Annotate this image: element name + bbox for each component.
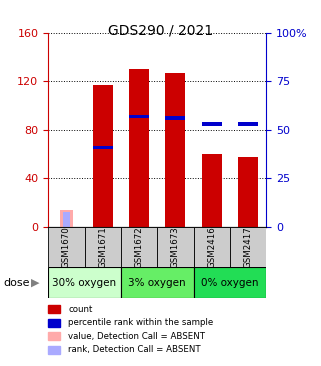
Bar (166, 116, 186, 120)
Text: GSM2417: GSM2417 (244, 226, 253, 268)
Text: 30% oxygen: 30% oxygen (52, 278, 117, 288)
Bar (202, 122, 222, 126)
Bar (129, 115, 149, 118)
Bar (238, 157, 258, 227)
Bar (238, 122, 258, 126)
Text: value, Detection Call = ABSENT: value, Detection Call = ABSENT (68, 332, 205, 341)
Text: 3% oxygen: 3% oxygen (128, 278, 186, 288)
Text: 0% oxygen: 0% oxygen (201, 278, 259, 288)
Text: GSM1673: GSM1673 (171, 226, 180, 268)
Bar (48, 267, 121, 298)
Bar (63, 212, 70, 227)
Text: GSM1672: GSM1672 (134, 226, 143, 268)
Bar (60, 210, 73, 227)
Text: GSM2416: GSM2416 (207, 226, 216, 268)
Bar (194, 227, 230, 267)
Bar (202, 154, 222, 227)
Text: dose: dose (3, 277, 30, 288)
Bar (121, 227, 157, 267)
Bar (129, 69, 149, 227)
Text: rank, Detection Call = ABSENT: rank, Detection Call = ABSENT (68, 346, 201, 354)
Bar (48, 227, 84, 267)
Text: count: count (68, 305, 93, 314)
Bar (230, 227, 266, 267)
Text: GSM1671: GSM1671 (98, 226, 107, 268)
Text: percentile rank within the sample: percentile rank within the sample (68, 318, 213, 327)
Bar (93, 85, 113, 227)
Bar (84, 227, 121, 267)
Text: GDS290 / 2021: GDS290 / 2021 (108, 24, 213, 38)
Bar (157, 227, 194, 267)
Bar (194, 267, 266, 298)
Bar (93, 146, 113, 149)
Bar (121, 267, 194, 298)
Bar (166, 73, 186, 227)
Text: GSM1670: GSM1670 (62, 226, 71, 268)
Text: ▶: ▶ (30, 277, 39, 288)
